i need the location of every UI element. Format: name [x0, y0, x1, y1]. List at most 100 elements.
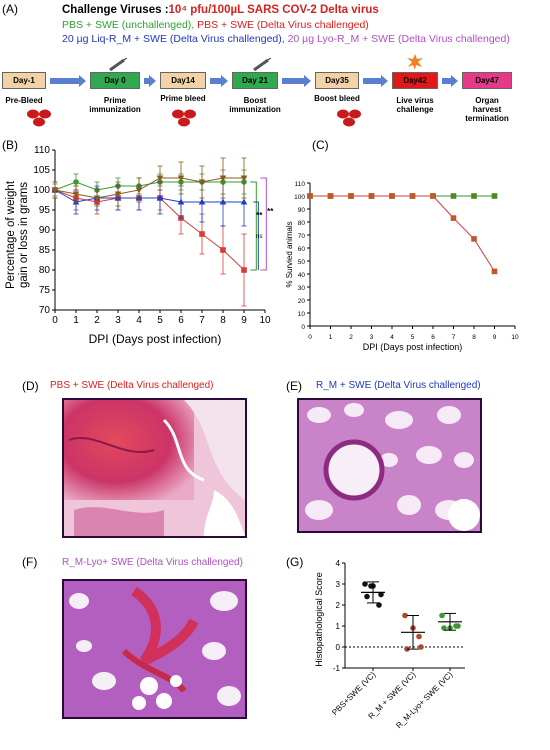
data-point	[376, 602, 382, 608]
histology-image-e	[297, 398, 482, 533]
x-tick-label: 8	[472, 334, 476, 341]
panel-label-a: (A)	[2, 2, 18, 16]
data-point	[198, 179, 206, 186]
timeline-arrow	[282, 75, 311, 87]
data-point	[177, 175, 185, 182]
timeline-label-2: Prime bleed	[160, 94, 206, 103]
y-tick-label: 30	[298, 285, 306, 292]
y-tick-label: 40	[298, 272, 306, 279]
data-point	[491, 193, 498, 199]
x-tick-label: 9	[493, 334, 497, 341]
timeline-label-6: Organ harvest termination	[465, 96, 509, 123]
arrow-shape	[50, 75, 86, 87]
data-point	[177, 198, 185, 205]
arrow-shape	[210, 75, 228, 87]
data-point	[220, 247, 226, 253]
timeline-label-0: Pre-Bleed	[5, 96, 43, 105]
y-axis-label: Percentage of weightgain or loss in gram…	[5, 180, 30, 289]
y-tick-label: 70	[298, 233, 306, 240]
timeline-label-3: Boost immunization	[229, 96, 281, 114]
data-point	[240, 198, 248, 205]
timeline-box-0: Day-1	[2, 72, 46, 89]
x-axis-label: DPI (Days post infection)	[89, 332, 222, 346]
y-tick-label: 0	[336, 643, 341, 652]
data-point	[416, 633, 422, 640]
data-point	[156, 175, 164, 182]
study-timeline: Day-1 Pre-Bleed Day 0 Prime immunization Day…	[0, 54, 550, 130]
y-tick-label: 105	[33, 165, 50, 176]
arrow-shape	[144, 75, 156, 87]
timeline-box-5: Day42	[392, 72, 438, 89]
data-point	[368, 193, 375, 199]
y-tick-label: 20	[298, 298, 306, 305]
arrow-shape	[363, 75, 388, 87]
panel-label-g: (G)	[286, 555, 304, 569]
data-point	[327, 193, 334, 199]
legend-green: PBS + SWE (unchallenged),	[62, 19, 195, 31]
histology-image-d	[62, 398, 247, 538]
legend-line-2: PBS + SWE (unchallenged), PBS + SWE (Del…	[62, 19, 369, 32]
panel-label-f: (F)	[22, 555, 38, 569]
series-line	[54, 181, 244, 191]
timeline-box-1: Day 0	[90, 72, 140, 89]
x-tick-label: 10	[511, 334, 519, 341]
data-point	[389, 193, 395, 199]
histology-image-f	[62, 579, 247, 719]
data-point	[418, 644, 424, 650]
significance-bracket	[250, 181, 257, 271]
significance-label: **	[267, 207, 274, 216]
blood-drop	[337, 109, 349, 119]
y-tick-label: 95	[39, 205, 51, 216]
y-tick-label: 100	[33, 185, 50, 196]
legend-line-3: 20 µg Liq-R_M + SWE (Delta Virus challen…	[62, 33, 510, 46]
syringe-needle	[123, 58, 128, 61]
timeline-box-6: Day47	[462, 72, 512, 89]
significance-label: **	[256, 211, 263, 220]
x-tick-label: 0	[308, 334, 312, 341]
timeline-box-4: Day35	[315, 72, 359, 89]
arrow-shape	[442, 75, 458, 87]
y-tick-label: 75	[39, 285, 51, 296]
data-point	[219, 175, 227, 182]
blood-drop	[27, 109, 39, 119]
histo-d-condition: (Delta Virus challenged)	[106, 380, 214, 391]
data-point	[450, 193, 457, 199]
y-tick-label: 60	[298, 246, 306, 253]
virus-icon	[407, 54, 423, 70]
timeline-box-3: Day 21	[232, 72, 278, 89]
histo-f-condition: (Delta Virus challenged)	[136, 557, 243, 568]
syringe-icon	[109, 58, 128, 72]
y-tick-label: 85	[39, 245, 51, 256]
x-tick-label: 3	[370, 334, 374, 341]
significance-label: ns	[256, 234, 262, 240]
y-axis-label: Histopathological Score	[314, 572, 324, 667]
data-point	[241, 267, 247, 273]
data-point	[348, 193, 354, 199]
histo-e-title: R_M + SWE (Delta Virus challenged)	[316, 380, 481, 391]
x-axis-label: DPI (Days post infection)	[363, 342, 463, 352]
y-tick-label: 3	[336, 580, 341, 589]
challenge-title-prefix: Challenge Viruses :	[62, 4, 169, 16]
data-point	[439, 612, 445, 619]
x-tick-label: 3	[115, 315, 121, 326]
blood-drops-icon	[27, 109, 51, 127]
timeline-label-5: Live virus challenge	[396, 96, 434, 114]
arrow-shape	[282, 75, 311, 87]
y-tick-label: 10	[298, 311, 306, 318]
timeline-arrow	[363, 75, 388, 87]
series-line	[54, 189, 244, 203]
histo-e-group: R_M + SWE	[316, 380, 375, 391]
histo-f-title: R_M-Lyo+ SWE (Delta Virus challenged)	[62, 557, 243, 568]
data-point	[114, 191, 122, 198]
data-point	[156, 194, 164, 201]
x-tick-label: 8	[220, 315, 226, 326]
data-point	[219, 198, 227, 205]
data-point	[199, 231, 205, 237]
blood-drops-icon	[172, 109, 196, 127]
data-point	[364, 593, 370, 600]
x-tick-label: 4	[136, 315, 142, 326]
x-tick-label: 2	[349, 334, 353, 341]
data-point	[450, 215, 457, 221]
blood-drop	[349, 109, 361, 119]
